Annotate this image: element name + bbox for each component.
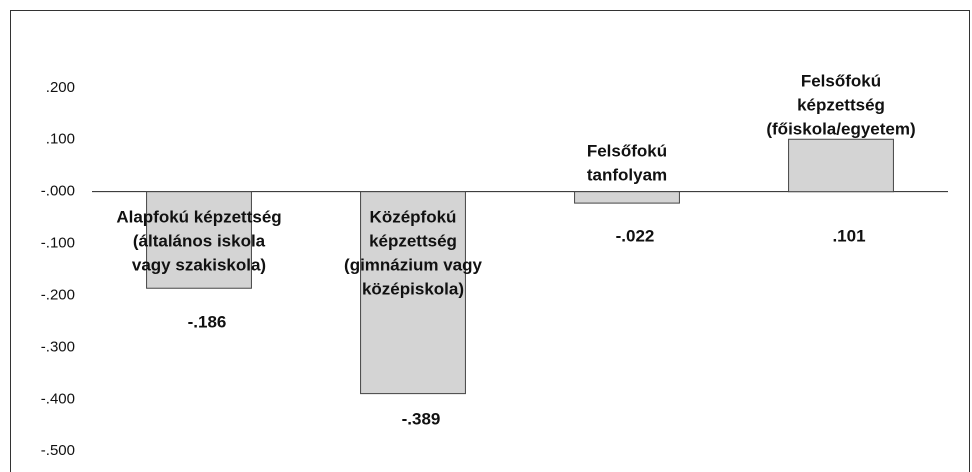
category-label: képzettség (369, 231, 457, 250)
bar (360, 191, 466, 395)
frame (10, 10, 970, 472)
category-label: tanfolyam (587, 165, 667, 184)
category-label: középiskola) (362, 279, 464, 298)
category-label: vagy szakiskola) (132, 255, 266, 274)
y-tick-label: -.500 (41, 442, 75, 459)
bar (574, 191, 680, 204)
bar (146, 191, 252, 289)
value-label: .101 (832, 226, 865, 245)
value-label: -.389 (402, 409, 441, 428)
value-label: -.022 (616, 226, 655, 245)
category-label: Felsőfokú (801, 71, 881, 90)
y-tick-label: -.000 (41, 183, 75, 200)
y-tick-label: -.200 (41, 286, 75, 303)
category-label: képzettség (797, 95, 885, 114)
category-label: Középfokú (370, 207, 457, 226)
y-tick-label: -.100 (41, 235, 75, 252)
y-tick-label: -.300 (41, 338, 75, 355)
category-label: Felsőfokú (587, 141, 667, 160)
y-tick-label: -.400 (41, 390, 75, 407)
bar (788, 138, 894, 193)
value-label: -.186 (188, 312, 227, 331)
category-label: Alapfokú képzettség (116, 207, 281, 226)
y-tick-label: .100 (46, 131, 75, 148)
category-label: (gimnázium vagy (344, 255, 482, 274)
y-tick-label: .200 (46, 79, 75, 96)
category-label: (általános iskola (133, 231, 266, 250)
category-label: (főiskola/egyetem) (766, 119, 915, 138)
